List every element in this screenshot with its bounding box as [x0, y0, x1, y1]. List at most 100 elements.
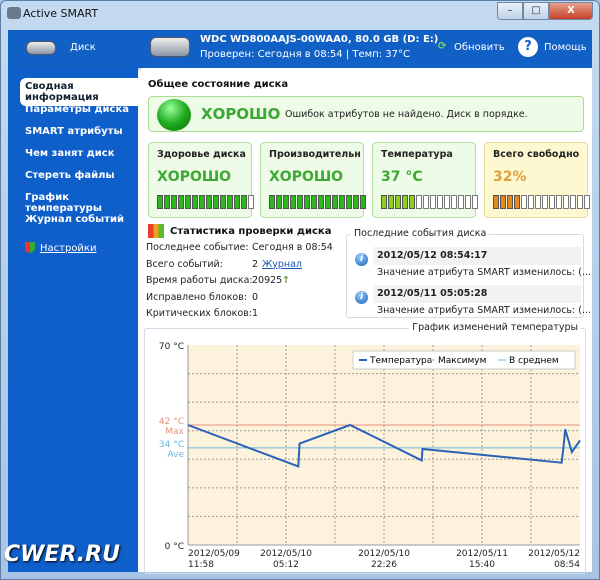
- level-segment: [577, 195, 583, 209]
- level-segment: [570, 195, 576, 209]
- disk-button[interactable]: Диск: [70, 42, 96, 53]
- event-text: Значение атрибута SMART изменилось: (...: [377, 305, 592, 316]
- recent-events-panel: Последние события диска i 2012/05/12 08:5…: [346, 228, 591, 318]
- level-segment: [549, 195, 555, 209]
- level-segment: [423, 195, 429, 209]
- level-segment: [290, 195, 296, 209]
- card-title: Здоровье диска: [157, 149, 246, 160]
- level-segment: [206, 195, 212, 209]
- avg-sublabel: Ave: [168, 450, 185, 460]
- level-segment: [332, 195, 338, 209]
- sidebar-item-temp-graph[interactable]: График температуры: [25, 192, 102, 214]
- event-time: 2012/05/12 08:54:17: [377, 250, 488, 261]
- level-segment: [500, 195, 506, 209]
- level-segment: [269, 195, 275, 209]
- level-segment: [346, 195, 352, 209]
- level-segment: [311, 195, 317, 209]
- stat-value: 2: [252, 258, 259, 270]
- stat-value: 1: [252, 308, 259, 319]
- level-segment: [402, 195, 408, 209]
- help-button[interactable]: Помощь: [544, 42, 587, 53]
- level-segment: [416, 195, 422, 209]
- up-arrow-icon: ↑: [282, 275, 290, 286]
- metric-card: Здоровье диска ХОРОШО: [148, 142, 254, 218]
- shield-icon: [25, 242, 35, 253]
- minimize-button[interactable]: –: [497, 2, 523, 20]
- card-title: Производительн: [269, 149, 361, 160]
- level-segment: [192, 195, 198, 209]
- maximize-button[interactable]: □: [523, 2, 549, 20]
- card-title: Всего свободно: [493, 149, 580, 160]
- close-button[interactable]: X: [549, 2, 593, 20]
- legend-entry: Максимум: [438, 356, 486, 366]
- chart-legend: Температура Максимум В среднем: [352, 350, 576, 370]
- level-segment: [339, 195, 345, 209]
- legend-entry: В среднем: [509, 356, 559, 366]
- level-bar: [157, 195, 254, 209]
- sidebar: Сводная информация Параметры диска SMART…: [8, 68, 140, 572]
- level-segment: [430, 195, 436, 209]
- level-segment: [164, 195, 170, 209]
- level-segment: [507, 195, 513, 209]
- sidebar-item-disk-params[interactable]: Параметры диска: [25, 104, 130, 115]
- level-segment: [451, 195, 457, 209]
- main-content: Общее состояние диска ХОРОШО Ошибок атри…: [138, 68, 592, 574]
- level-bar: [493, 195, 590, 209]
- stat-label: Исправлено блоков:: [146, 291, 248, 303]
- max-sublabel: Max: [165, 427, 184, 437]
- event-item[interactable]: 2012/05/11 05:05:28 Значение атрибута SMA…: [373, 285, 591, 316]
- sidebar-item-wipe[interactable]: Стереть файлы: [25, 170, 115, 181]
- status-ok-icon: [157, 99, 191, 131]
- x-tick-label: 08:54: [554, 560, 580, 570]
- watermark-logo: CWER.RU: [4, 542, 120, 567]
- app-icon: [7, 7, 21, 19]
- event-time: 2012/05/11 05:05:28: [377, 288, 488, 299]
- disk-icon[interactable]: [26, 41, 56, 55]
- level-segment: [563, 195, 569, 209]
- hard-drive-icon: [150, 37, 190, 57]
- journal-link[interactable]: Журнал: [262, 258, 302, 270]
- card-value: 32%: [493, 169, 527, 185]
- level-segment: [437, 195, 443, 209]
- metric-card: Температура 37 °C: [372, 142, 478, 218]
- level-segment: [409, 195, 415, 209]
- level-segment: [199, 195, 205, 209]
- status-value: ХОРОШО: [201, 105, 281, 123]
- level-segment: [297, 195, 303, 209]
- stats-title: Статистика проверки диска: [170, 226, 332, 237]
- y-tick-label: 0 °C: [165, 542, 184, 552]
- x-tick-label: 2012/05/11: [456, 549, 508, 559]
- refresh-button[interactable]: Обновить: [454, 42, 505, 53]
- x-tick-label: 22:26: [371, 560, 397, 570]
- event-item[interactable]: 2012/05/12 08:54:17 Значение атрибута SMA…: [373, 247, 591, 278]
- card-title: Температура: [381, 149, 453, 160]
- sidebar-item-disk-usage[interactable]: Чем занят диск: [25, 148, 115, 159]
- level-segment: [178, 195, 184, 209]
- level-segment: [304, 195, 310, 209]
- level-segment: [584, 195, 590, 209]
- level-segment: [157, 195, 163, 209]
- max-label: 42 °C: [159, 417, 184, 427]
- level-segment: [395, 195, 401, 209]
- level-segment: [493, 195, 499, 209]
- x-tick-label: 2012/05/09: [188, 549, 240, 559]
- sidebar-item-summary[interactable]: Сводная информация: [20, 78, 140, 106]
- x-tick-label: 15:40: [469, 560, 495, 570]
- level-bar: [381, 195, 478, 209]
- header-bar: Диск WDC WD800AAJS-00WAA0, 80.0 GB (D: E…: [8, 30, 592, 68]
- settings-link[interactable]: Настройки: [40, 243, 97, 254]
- status-message: Ошибок атрибутов не найдено. Диск в поря…: [285, 109, 528, 120]
- sidebar-item-smart[interactable]: SMART атрибуты: [25, 126, 123, 137]
- drive-name: WDC WD800AAJS-00WAA0, 80.0 GB (D: E:): [200, 34, 439, 45]
- level-segment: [556, 195, 562, 209]
- level-bar: [269, 195, 366, 209]
- stat-label: Последнее событие:: [146, 242, 249, 253]
- stat-label: Время работы диска:: [146, 275, 253, 286]
- level-segment: [381, 195, 387, 209]
- stat-value: 0: [252, 291, 259, 303]
- refresh-icon[interactable]: ⟳: [438, 41, 447, 52]
- help-icon[interactable]: ?: [518, 37, 538, 57]
- window-title: Active SMART: [23, 7, 99, 20]
- stat-value: Сегодня в 08:54: [252, 242, 333, 253]
- sidebar-item-event-log[interactable]: Журнал событий: [25, 214, 125, 225]
